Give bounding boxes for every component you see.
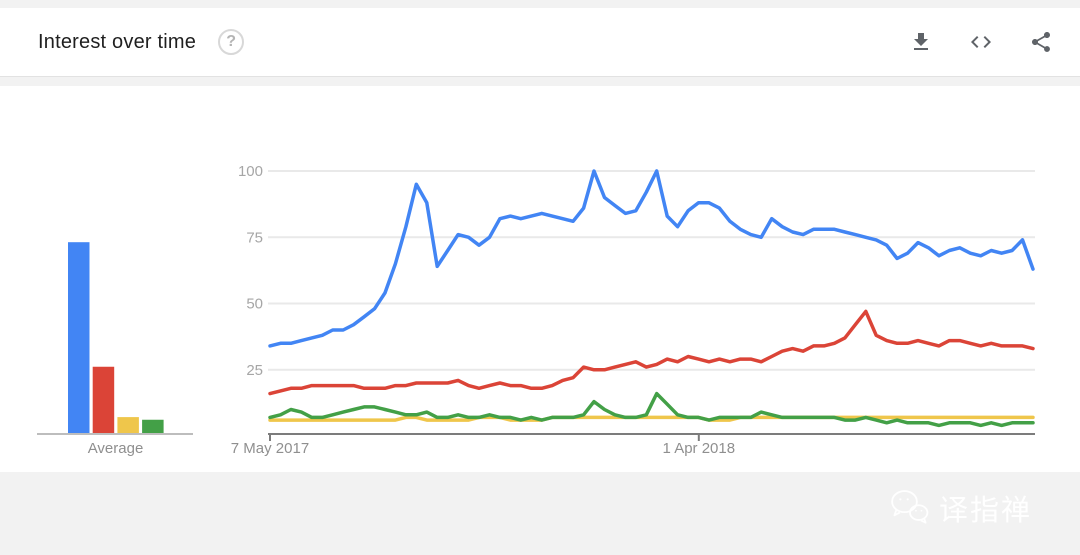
embed-code-icon — [969, 30, 993, 54]
wechat-icon — [888, 486, 932, 530]
x-tick-label: 1 Apr 2018 — [663, 440, 736, 457]
series-blue-line[interactable] — [268, 169, 1035, 348]
series-red-line[interactable] — [268, 309, 1035, 396]
average-bar-green[interactable] — [142, 419, 164, 433]
panel-header: Interest over time ? — [0, 8, 1080, 77]
trends-line-chart[interactable]: 25 50 75 100 Average 7 May 2017 1 Apr 2018 — [0, 86, 1080, 472]
panel-title: Interest over time — [38, 30, 197, 53]
series-green-line[interactable] — [268, 391, 1035, 428]
chart-card — [0, 86, 1080, 472]
y-tick-label: 50 — [246, 296, 263, 313]
y-tick-label: 75 — [246, 229, 263, 246]
download-icon — [909, 30, 933, 54]
average-label: Average — [88, 440, 144, 457]
share-button[interactable] — [1028, 29, 1054, 55]
embed-button[interactable] — [968, 29, 994, 55]
average-bar-blue[interactable] — [68, 242, 90, 433]
help-icon[interactable]: ? — [218, 29, 245, 55]
average-bar-red[interactable] — [92, 366, 115, 433]
header-actions — [908, 29, 1054, 55]
y-tick-label: 100 — [238, 163, 263, 180]
share-icon — [1029, 30, 1053, 54]
watermark: 译指禅 — [888, 484, 1032, 532]
average-bar-yellow[interactable] — [117, 417, 139, 433]
y-tick-label: 25 — [246, 362, 263, 379]
series-yellow-line[interactable] — [268, 415, 1035, 422]
x-tick-label: 7 May 2017 — [231, 440, 309, 457]
download-button[interactable] — [908, 29, 934, 55]
watermark-text: 译指禅 — [939, 495, 1033, 527]
